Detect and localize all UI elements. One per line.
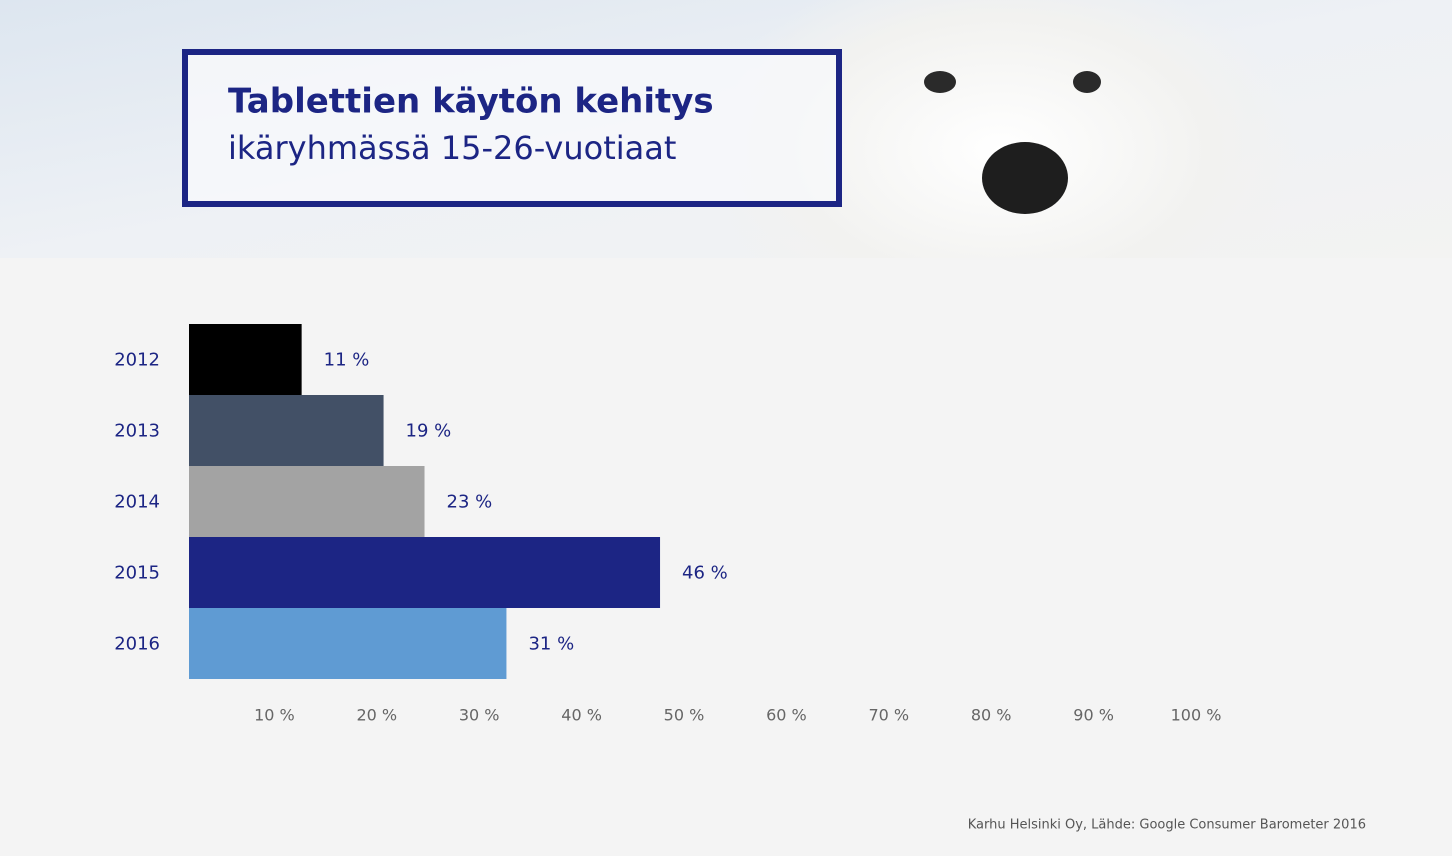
bar: [189, 395, 384, 466]
y-tick-label: 2016: [114, 634, 160, 655]
bar-value-label: 46 %: [682, 563, 728, 584]
y-tick-label: 2012: [114, 350, 160, 371]
bar-value-label: 31 %: [528, 634, 574, 655]
bear-eye: [1073, 71, 1101, 93]
chart-subtitle: ikäryhmässä 15-26-vuotiaat: [228, 129, 676, 167]
bar: [189, 324, 302, 395]
y-tick-label: 2015: [114, 563, 160, 584]
x-tick-label: 20 %: [356, 706, 397, 725]
bear-nose: [982, 142, 1068, 214]
y-tick-label: 2013: [114, 421, 160, 442]
y-tick-label: 2014: [114, 492, 160, 513]
bear-eye: [924, 71, 956, 93]
bar-value-label: 11 %: [324, 350, 370, 371]
title-box: [182, 49, 842, 207]
x-tick-label: 40 %: [561, 706, 602, 725]
bar-value-label: 19 %: [406, 421, 452, 442]
x-tick-label: 80 %: [971, 706, 1012, 725]
x-tick-label: 100 %: [1171, 706, 1222, 725]
x-tick-label: 90 %: [1073, 706, 1114, 725]
source-note: Karhu Helsinki Oy, Lähde: Google Consume…: [968, 818, 1366, 833]
bar: [189, 608, 507, 679]
x-tick-label: 10 %: [254, 706, 295, 725]
bar: [189, 537, 661, 608]
chart-title: Tablettien käytön kehitys: [228, 82, 714, 122]
bar-value-label: 23 %: [447, 492, 493, 513]
bar: [189, 466, 425, 537]
x-tick-label: 60 %: [766, 706, 807, 725]
x-tick-label: 70 %: [868, 706, 909, 725]
x-tick-label: 30 %: [459, 706, 500, 725]
x-tick-label: 50 %: [664, 706, 705, 725]
